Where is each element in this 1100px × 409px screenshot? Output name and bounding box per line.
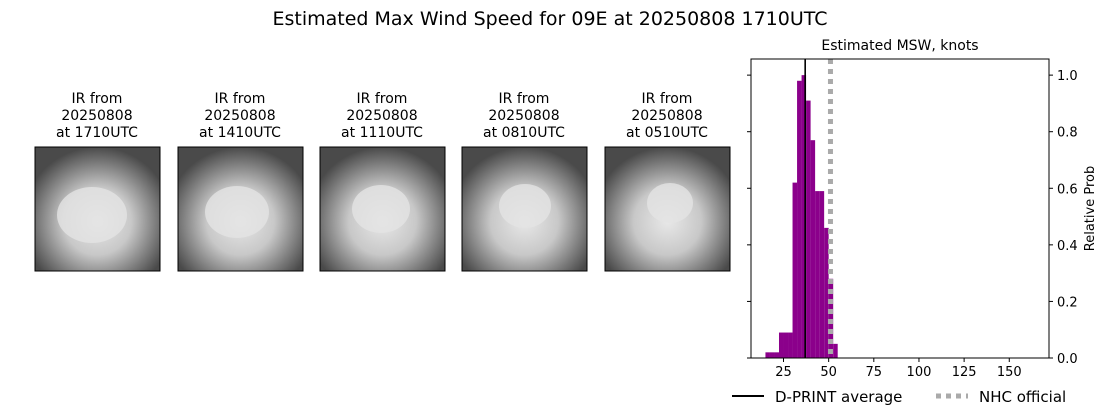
image-title: at 0810UTC <box>483 125 565 141</box>
bar <box>815 191 820 358</box>
bar <box>810 140 816 358</box>
cloud-mass <box>647 183 693 223</box>
bar <box>828 278 834 358</box>
y-tick-label: 1.0 <box>1057 69 1078 84</box>
image-title: 20250808 <box>488 108 559 124</box>
cloud-mass <box>499 184 551 228</box>
y-axis-label: Relative Prob <box>1083 166 1098 251</box>
histogram: Estimated MSW, knots 25 50 75 100 125 150 0.0 0.… <box>732 38 1098 406</box>
bar <box>788 332 793 358</box>
bar <box>774 352 779 358</box>
cloud-mass <box>352 185 410 233</box>
bar <box>824 227 829 358</box>
plot-frame <box>750 58 1050 359</box>
figure-title: Estimated Max Wind Speed for 09E at 2025… <box>272 8 827 30</box>
image-title: 20250808 <box>61 108 132 124</box>
legend-label: D-PRINT average <box>775 388 902 406</box>
bar <box>806 100 811 359</box>
image-title: IR from <box>215 91 266 107</box>
bar <box>797 80 802 358</box>
image-title: at 0510UTC <box>626 125 708 141</box>
image-title: IR from <box>357 91 408 107</box>
y-tick-label: 0.8 <box>1057 126 1078 141</box>
bar <box>819 191 825 358</box>
image-title: IR from <box>72 91 123 107</box>
x-tick-label: 150 <box>997 365 1022 380</box>
image-title: 20250808 <box>204 108 275 124</box>
image-title: at 1710UTC <box>56 125 138 141</box>
bar <box>833 343 838 358</box>
x-tick-label: 75 <box>866 365 883 380</box>
image-title: IR from <box>499 91 550 107</box>
x-tick-label: 50 <box>820 365 837 380</box>
y-tick-label: 0.6 <box>1057 182 1078 197</box>
bar <box>792 182 798 358</box>
x-tick-label: 25 <box>775 365 792 380</box>
image-title: at 1110UTC <box>341 125 423 141</box>
bar <box>769 352 775 358</box>
y-tick-label: 0.4 <box>1057 239 1078 254</box>
image-title: at 1410UTC <box>199 125 281 141</box>
cloud-mass <box>57 187 127 243</box>
chart-title: Estimated MSW, knots <box>821 38 978 54</box>
cloud-mass <box>205 186 269 238</box>
y-tick-label: 0.0 <box>1057 352 1078 367</box>
bar <box>801 75 807 358</box>
bar <box>765 352 770 358</box>
legend-label: NHC official <box>979 388 1066 406</box>
bar <box>778 332 784 358</box>
image-title: 20250808 <box>631 108 702 124</box>
x-tick-label: 125 <box>952 365 977 380</box>
y-tick-label: 0.2 <box>1057 295 1078 310</box>
x-tick-label: 100 <box>907 365 932 380</box>
bar <box>783 332 789 358</box>
image-title: 20250808 <box>346 108 417 124</box>
image-title: IR from <box>642 91 693 107</box>
